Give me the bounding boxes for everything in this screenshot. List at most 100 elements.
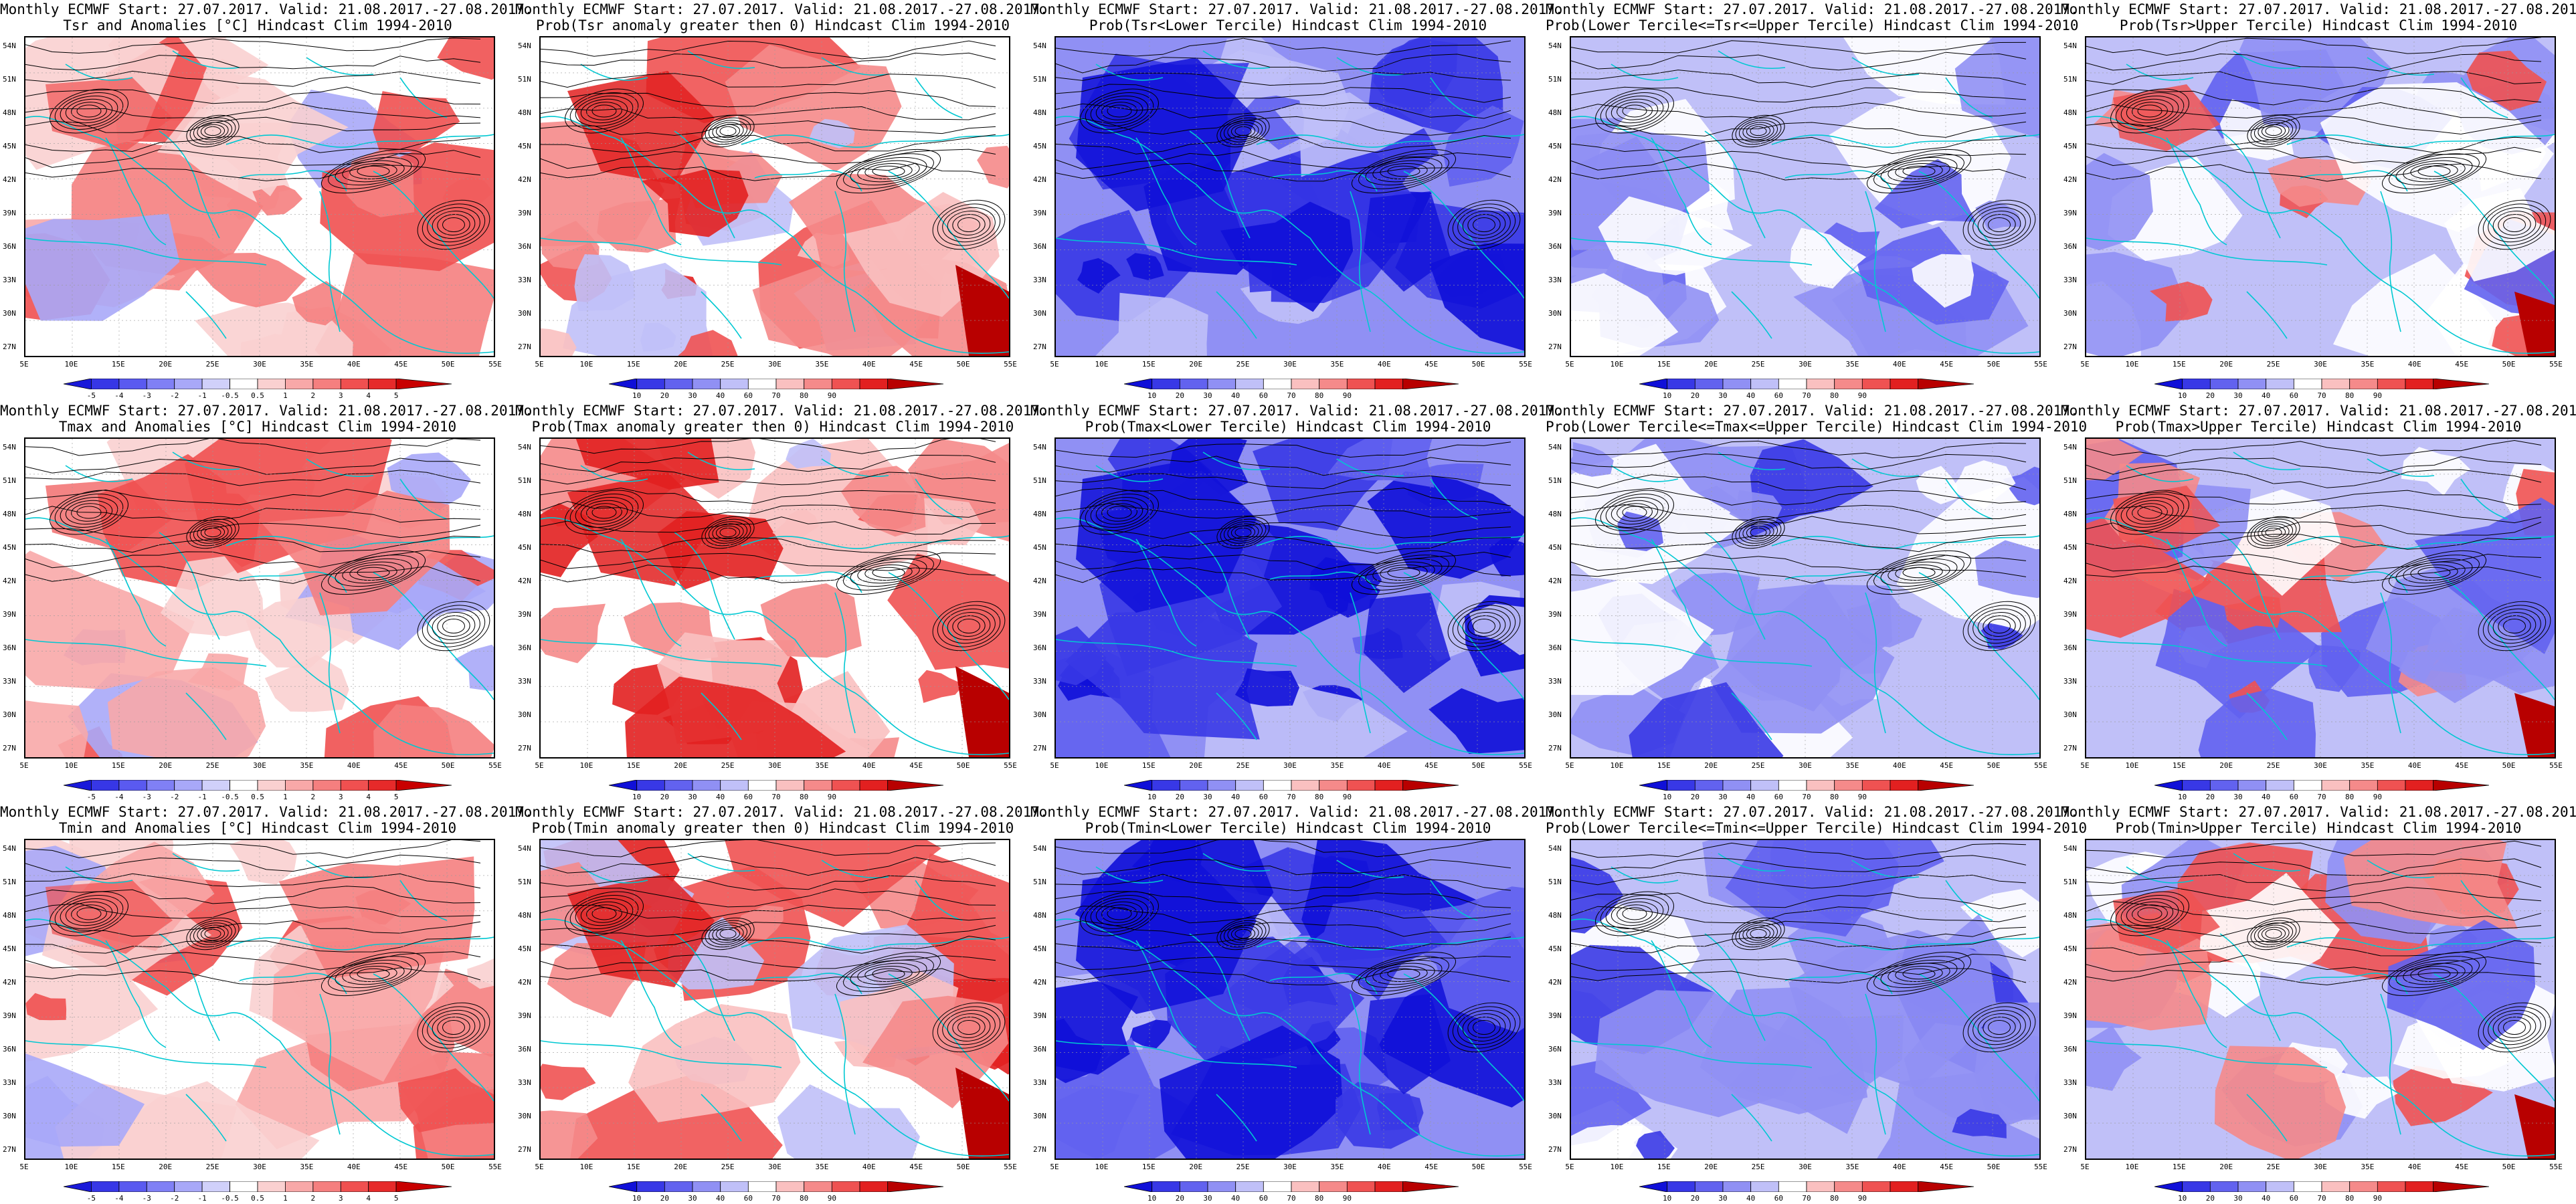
lon-tick-label: 25E [1751,761,1765,770]
lon-tick-label: 25E [205,1163,219,1171]
lat-tick-label: 54N [1033,443,1046,452]
lon-tick-label: 15E [2172,761,2186,770]
colorbar-tick-label: 70 [1287,391,1296,400]
colorbar-tick-label: 30 [688,1194,697,1203]
colorbar-tick-label: 20 [660,793,669,801]
lat-tick-label: 30N [518,710,531,719]
map-field-svg [541,439,1009,757]
colorbar-tick-label: 30 [1718,1194,1728,1203]
lat-tick-label: 33N [2063,677,2077,686]
lat-tick-label: 45N [3,944,16,953]
lon-tick-label: 35E [1330,761,1344,770]
panel-title: Monthly ECMWF Start: 27.07.2017. Valid: … [1030,804,1564,836]
lon-tick-label: 20E [2219,761,2233,770]
lon-tick-label: 5E [535,761,544,770]
colorbar-tick-label: 40 [1746,1194,1756,1203]
lon-tick-label: 45E [1424,360,1439,369]
lon-tick-label: 40E [1892,1163,1906,1171]
colorbar-tick-label: -3 [142,391,151,400]
colorbar-tick-label: 80 [800,793,809,801]
colorbar-tick-label: 80 [1830,1194,1839,1203]
colorbar-tick-label: 0.5 [251,793,264,801]
lat-tick-label: 27N [518,342,531,351]
lon-tick-label: 50E [1471,360,1485,369]
lat-tick-label: 33N [1033,1078,1046,1087]
lon-tick-label: 10E [2125,1163,2139,1171]
lon-tick-label: 40E [1377,360,1391,369]
colorbar-tick-label: 70 [1802,793,1811,801]
lat-tick-label: 36N [3,643,16,652]
colorbar-tick-label: 90 [827,391,836,400]
lon-tick-label: 30E [253,360,266,369]
lon-tick-label: 40E [1377,761,1391,770]
lat-tick-label: 39N [2063,1011,2077,1020]
lat-tick-label: 48N [2063,911,2077,920]
lon-tick-label: 25E [2266,360,2280,369]
colorbar-tick-label: 90 [2373,793,2382,801]
lat-tick-label: 48N [518,108,531,117]
colorbar-tick-label: 90 [1342,793,1352,801]
lon-tick-label: 35E [815,1163,829,1171]
lat-tick-label: 51N [1548,878,1562,886]
colorbar [609,1181,943,1192]
map-panel-tmin-upper: Monthly ECMWF Start: 27.07.2017. Valid: … [2061,803,2576,1204]
colorbar-tick-label: 30 [2233,793,2243,801]
panel-title-line-1: Monthly ECMWF Start: 27.07.2017. Valid: … [2061,1,2576,17]
lon-tick-label: 30E [1283,360,1297,369]
panel-title: Monthly ECMWF Start: 27.07.2017. Valid: … [2061,804,2576,836]
colorbar-tick-label: 5 [393,391,399,400]
map-field-svg [2086,37,2555,356]
forecast-map [539,36,1010,357]
panel-title-line-1: Monthly ECMWF Start: 27.07.2017. Valid: … [2061,403,2576,419]
lat-tick-label: 30N [3,309,16,318]
colorbar-tick-label: 40 [1231,391,1240,400]
colorbar-tick-label: 60 [1774,391,1783,400]
lon-tick-label: 10E [64,761,78,770]
colorbar-tick-label: 30 [2233,1194,2243,1203]
lat-tick-label: 45N [2063,944,2077,953]
colorbar-tick-label: 40 [2262,391,2271,400]
lon-tick-label: 55E [488,1163,502,1171]
lon-tick-label: 5E [19,1163,29,1171]
panel-title-line-2: Prob(Lower Tercile<=Tsr<=Upper Tercile) … [1546,17,2079,33]
lat-tick-label: 45N [1548,142,1562,150]
colorbar-tick-label: 40 [1746,391,1756,400]
colorbar-tick-label: 3 [338,1194,343,1203]
lat-tick-label: 51N [518,476,531,485]
lat-tick-label: 48N [2063,510,2077,518]
lon-tick-label: 35E [300,761,314,770]
panel-title: Monthly ECMWF Start: 27.07.2017. Valid: … [1546,1,2079,33]
panel-title-line-1: Monthly ECMWF Start: 27.07.2017. Valid: … [2061,804,2576,820]
lat-tick-label: 36N [1548,1045,1562,1054]
colorbar-tick-label: 90 [1342,391,1352,400]
lon-tick-label: 25E [1751,1163,1765,1171]
lon-tick-label: 55E [2034,1163,2047,1171]
colorbar-tick-label: 60 [743,793,753,801]
lon-tick-label: 35E [2361,360,2375,369]
panel-title-line-1: Monthly ECMWF Start: 27.07.2017. Valid: … [515,804,1048,820]
colorbar-tick-label: 10 [1147,793,1157,801]
map-field-svg [25,37,494,356]
colorbar-tick-label: -2 [170,793,179,801]
forecast-map [2085,36,2556,357]
lon-tick-label: 50E [2502,761,2516,770]
lat-tick-label: 30N [1033,1112,1046,1120]
lon-tick-label: 30E [253,761,266,770]
lon-tick-label: 55E [1519,360,1532,369]
lat-tick-label: 27N [2063,342,2077,351]
colorbar-tick-label: 5 [393,793,399,801]
lon-tick-label: 55E [1004,1163,1017,1171]
lon-tick-label: 40E [2407,360,2421,369]
colorbar-tick-label: 1 [283,1194,288,1203]
colorbar-tick-label: 70 [1287,1194,1296,1203]
lon-tick-label: 20E [2219,360,2233,369]
colorbar [609,379,943,389]
forecast-map [2085,437,2556,759]
lat-tick-label: 27N [1033,1145,1046,1154]
lon-tick-label: 50E [2502,360,2516,369]
lat-tick-label: 33N [3,677,16,686]
panel-title: Monthly ECMWF Start: 27.07.2017. Valid: … [1030,1,1564,33]
lat-tick-label: 39N [518,1011,531,1020]
colorbar-tick-label: 70 [2317,1194,2326,1203]
colorbar-tick-label: 20 [1690,391,1699,400]
